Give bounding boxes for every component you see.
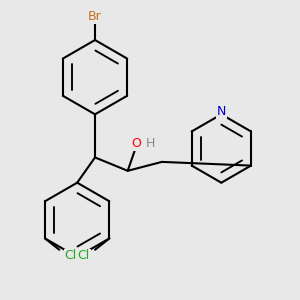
Text: Br: Br <box>88 10 102 23</box>
Text: Cl: Cl <box>64 249 77 262</box>
Text: O: O <box>131 137 141 150</box>
Text: N: N <box>217 106 226 118</box>
Text: Cl: Cl <box>78 249 90 262</box>
Text: H: H <box>145 137 155 150</box>
